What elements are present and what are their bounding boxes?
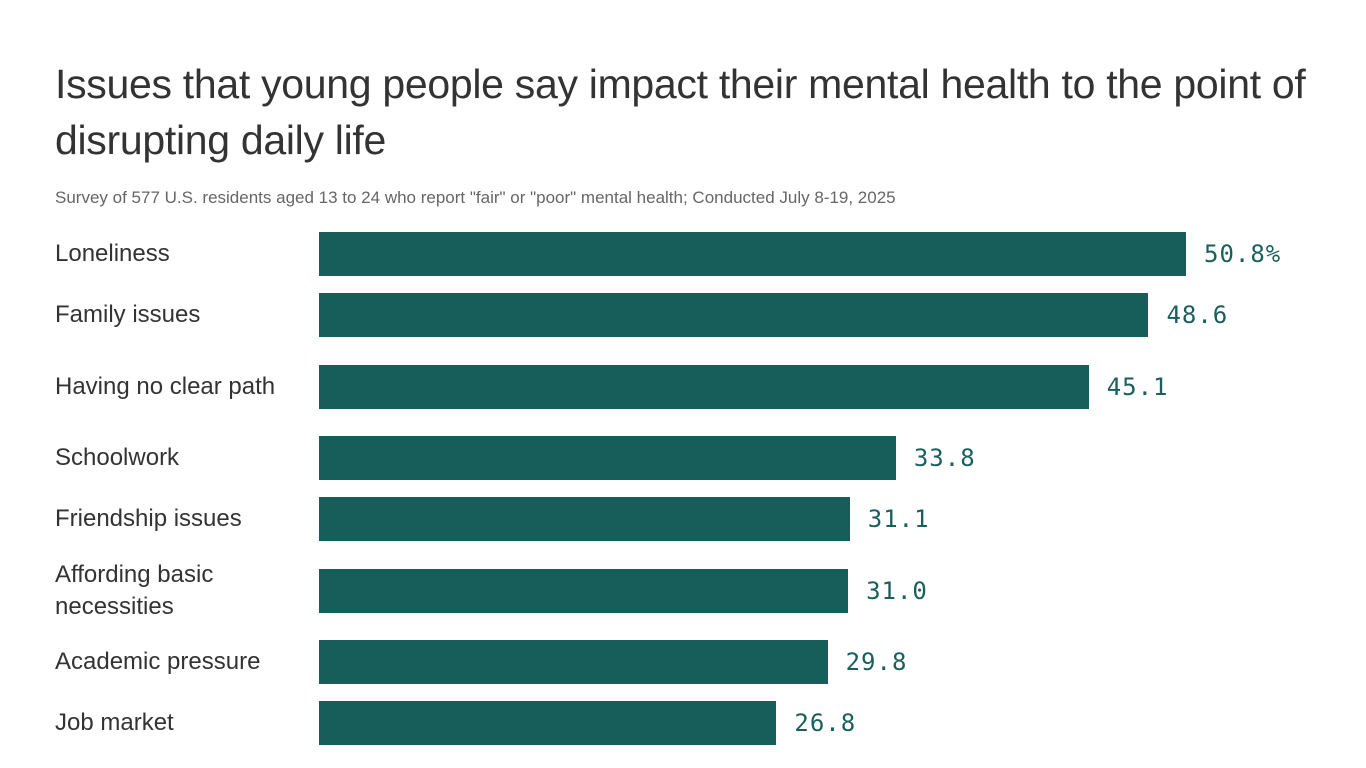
bar-row: Having no clear path 45.1 — [55, 354, 1345, 419]
bar-row: Job market 26.8 — [55, 701, 1345, 745]
bar-chart: Loneliness 50.8% Family issues 48.6 Having n… — [55, 232, 1345, 745]
category-label: Job market — [55, 709, 174, 736]
bar-row: Friendship issues 31.1 — [55, 497, 1345, 541]
value-label: 50.8% — [1204, 240, 1282, 268]
category-label: Family issues — [55, 301, 201, 328]
bar-row: Academic pressure 29.8 — [55, 640, 1345, 684]
bar — [319, 364, 1089, 409]
bar-row: Affording basic necessities 31.0 — [55, 558, 1345, 623]
bar — [319, 701, 777, 745]
category-label: Affording basic necessities — [55, 560, 214, 620]
bar-row: Family issues 48.6 — [55, 293, 1345, 337]
category-label: Schoolwork — [55, 444, 180, 471]
value-label: 45.1 — [1106, 372, 1169, 401]
bar — [319, 436, 896, 480]
bar-row: Loneliness 50.8% — [55, 232, 1345, 276]
chart-subtitle: Survey of 577 U.S. residents aged 13 to … — [55, 188, 896, 207]
bar — [319, 497, 850, 541]
value-label: 33.8 — [913, 444, 976, 472]
chart-title: Issues that young people say impact thei… — [55, 61, 1306, 163]
value-label: 31.1 — [867, 505, 930, 533]
value-label: 48.6 — [1166, 301, 1229, 329]
category-label: Loneliness — [55, 240, 170, 267]
bar — [319, 640, 828, 684]
bar-row: Schoolwork 33.8 — [55, 436, 1345, 480]
bar — [319, 568, 849, 613]
category-label: Having no clear path — [55, 372, 276, 400]
category-label: Friendship issues — [55, 505, 242, 532]
category-label: Academic pressure — [55, 648, 261, 675]
value-label: 26.8 — [794, 709, 857, 737]
bar — [319, 293, 1149, 337]
value-label: 31.0 — [866, 576, 928, 605]
value-label: 29.8 — [845, 648, 908, 676]
bar — [319, 232, 1186, 276]
